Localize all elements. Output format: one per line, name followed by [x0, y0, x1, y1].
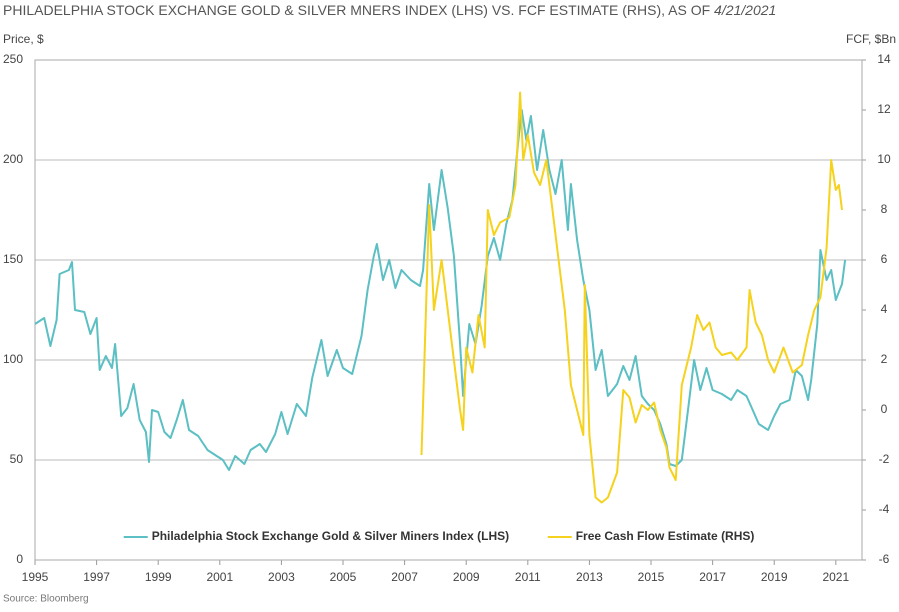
- x-tick-label: 2015: [638, 570, 665, 584]
- x-tick-label: 2005: [330, 570, 357, 584]
- y2-tick-label: 6: [881, 252, 888, 266]
- x-tick-label: 2019: [761, 570, 788, 584]
- y-tick-label: 200: [3, 152, 23, 166]
- y2-tick-label: 14: [877, 52, 891, 66]
- y2-tick-label: -2: [879, 452, 890, 466]
- y2-tick-label: -6: [879, 552, 890, 566]
- title-date: 4/21/2021: [714, 2, 776, 18]
- x-tick-label: 2017: [699, 570, 726, 584]
- y-tick-label: 150: [3, 252, 23, 266]
- y-tick-label: 50: [10, 452, 24, 466]
- y2-tick-label: 4: [881, 302, 888, 316]
- x-tick-label: 1995: [22, 570, 49, 584]
- title-text: PHILADELPHIA STOCK EXCHANGE GOLD & SILVE…: [3, 2, 710, 18]
- y2-tick-label: 12: [877, 102, 891, 116]
- y2-tick-label: 8: [881, 202, 888, 216]
- legend-label: Philadelphia Stock Exchange Gold & Silve…: [152, 529, 509, 543]
- y2-tick-label: -4: [879, 502, 890, 516]
- x-tick-label: 2007: [391, 570, 418, 584]
- y-tick-label: 100: [3, 352, 23, 366]
- y2-axis-label: FCF, $Bn: [846, 32, 896, 46]
- legend-label: Free Cash Flow Estimate (RHS): [576, 529, 755, 543]
- y-axis-label: Price, $: [3, 32, 44, 46]
- x-tick-label: 2001: [206, 570, 233, 584]
- plot-frame: [34, 59, 863, 561]
- y-tick-label: 250: [3, 52, 23, 66]
- y2-tick-label: 10: [877, 152, 891, 166]
- x-tick-label: 1999: [145, 570, 172, 584]
- y2-tick-label: 0: [881, 402, 888, 416]
- source: Source: Bloomberg: [3, 594, 89, 605]
- x-tick-label: 2013: [576, 570, 603, 584]
- x-tick-label: 2009: [453, 570, 480, 584]
- y2-tick-label: 2: [881, 352, 888, 366]
- x-tick-label: 2011: [515, 570, 541, 584]
- y-tick-label: 0: [16, 552, 23, 566]
- x-tick-label: 2003: [268, 570, 295, 584]
- chart-title: PHILADELPHIA STOCK EXCHANGE GOLD & SILVE…: [3, 2, 776, 18]
- x-tick-label: 1997: [83, 570, 110, 584]
- x-tick-label: 2021: [822, 570, 849, 584]
- data-line: [34, 109, 847, 471]
- data-line: [420, 91, 843, 504]
